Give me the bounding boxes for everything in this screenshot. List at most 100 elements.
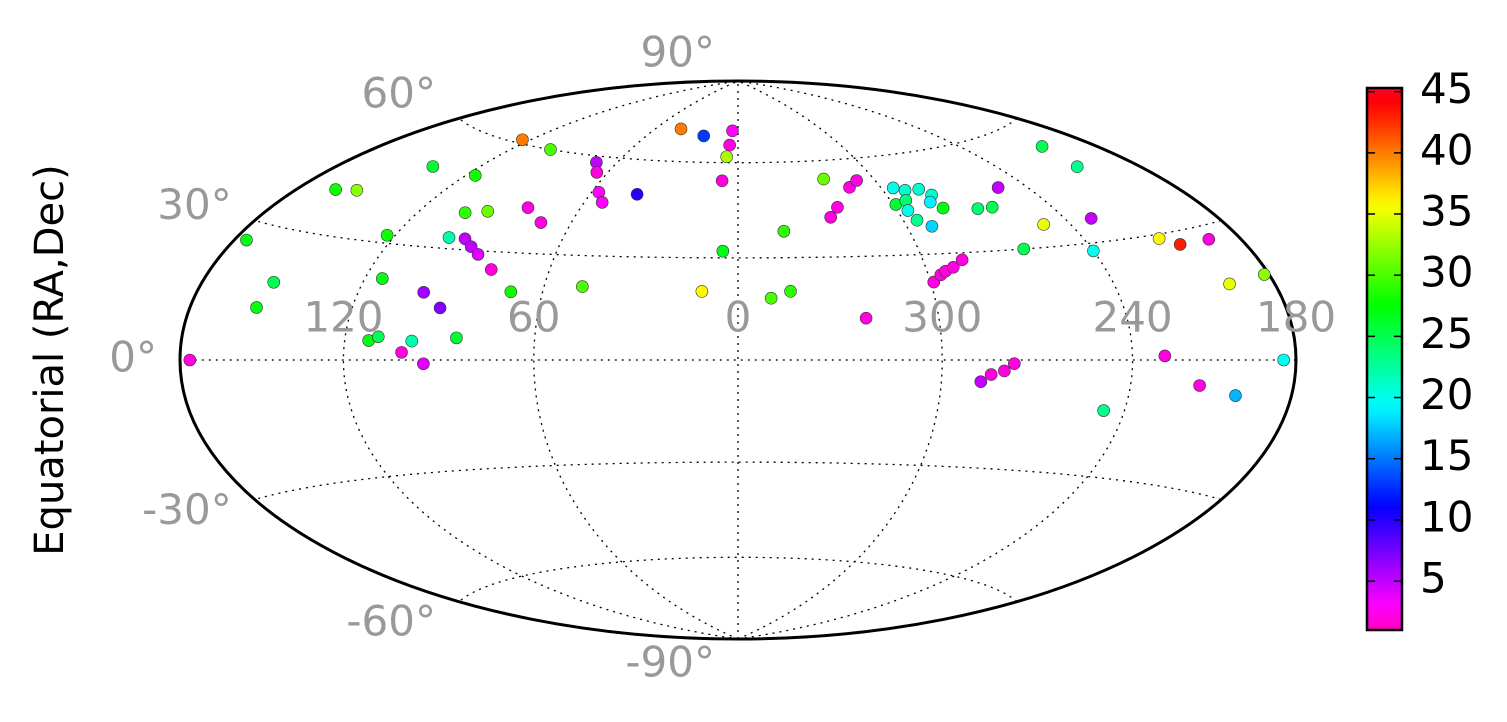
point <box>936 201 950 215</box>
colorbar-tick-label: 15 <box>1420 431 1473 480</box>
grid-line <box>459 556 1018 603</box>
point <box>426 160 440 173</box>
point <box>923 195 937 209</box>
colorbar-tick-label: 5 <box>1420 554 1447 603</box>
y-tick-label: 60° <box>362 68 436 117</box>
colorbar-tick-label: 40 <box>1420 125 1473 174</box>
point <box>998 364 1011 378</box>
grid <box>184 80 1297 640</box>
point <box>910 213 924 227</box>
grid-line <box>342 80 739 640</box>
point <box>817 172 830 186</box>
y-tick-label: 30° <box>157 180 231 229</box>
colorbar-tick-label: 35 <box>1420 187 1473 236</box>
point <box>395 346 408 359</box>
point <box>534 216 548 229</box>
sky-outline <box>178 79 1298 641</box>
point <box>590 166 604 179</box>
point <box>458 206 472 219</box>
point <box>442 231 456 244</box>
point <box>971 202 985 215</box>
point <box>350 183 364 197</box>
point <box>947 260 960 274</box>
point <box>974 375 988 389</box>
point <box>433 301 447 315</box>
x-tick-label: 300 <box>902 293 982 342</box>
point <box>481 204 495 218</box>
point <box>516 133 529 147</box>
x-tick-label: 180 <box>1256 293 1336 342</box>
point <box>984 368 998 381</box>
grid-line <box>258 219 1222 259</box>
point <box>1035 140 1049 153</box>
point <box>784 285 797 298</box>
grid-line <box>737 80 1134 640</box>
point <box>240 233 253 247</box>
point <box>886 181 900 195</box>
point <box>576 280 589 293</box>
colorbar-tick-label: 25 <box>1420 309 1473 358</box>
y-tick-label: -90° <box>625 638 715 687</box>
point <box>371 330 385 344</box>
x-tick-label: 60 <box>507 293 560 342</box>
point <box>726 124 739 138</box>
point <box>991 181 1005 194</box>
point <box>1223 277 1236 291</box>
x-tick-label: 120 <box>303 293 383 342</box>
point <box>468 169 482 182</box>
point <box>1097 404 1110 417</box>
point <box>183 353 197 367</box>
point <box>250 301 263 314</box>
point <box>901 204 915 217</box>
y-axis-label: Equatorial (RA,Dec) <box>27 164 73 555</box>
y-tick-label: -30° <box>142 485 232 534</box>
point <box>716 244 730 258</box>
point <box>1087 244 1100 258</box>
point <box>824 210 837 224</box>
point <box>859 311 873 325</box>
point <box>1202 232 1216 246</box>
point <box>777 224 791 238</box>
point <box>697 129 711 143</box>
x-tick-label: 240 <box>1092 293 1172 342</box>
point <box>521 201 535 214</box>
point <box>912 182 926 196</box>
point <box>1173 238 1187 251</box>
point <box>1229 389 1242 402</box>
point <box>1084 212 1098 225</box>
point <box>471 248 485 261</box>
point <box>1070 160 1084 174</box>
point <box>723 138 736 152</box>
point <box>329 183 342 196</box>
point <box>764 291 778 305</box>
point <box>484 263 498 276</box>
y-tick-label: -60° <box>346 597 436 646</box>
point <box>674 122 688 136</box>
point <box>955 253 969 267</box>
point <box>1152 232 1166 245</box>
colorbar-tick-label: 45 <box>1420 64 1473 113</box>
point <box>720 150 733 164</box>
point <box>544 143 557 156</box>
point <box>1158 349 1172 363</box>
point <box>595 196 609 209</box>
points <box>183 122 1290 417</box>
colorbar-tick-label: 20 <box>1420 370 1473 419</box>
point <box>630 187 644 201</box>
point <box>831 200 844 214</box>
x-tick-label: 0 <box>725 293 752 342</box>
point <box>1193 379 1206 392</box>
point <box>695 285 709 298</box>
colorbar-tick-label: 30 <box>1420 248 1473 297</box>
point <box>417 357 430 371</box>
point <box>1257 268 1271 281</box>
point <box>267 275 281 289</box>
point <box>417 286 431 299</box>
point <box>380 228 394 242</box>
y-tick-label: 0° <box>109 333 157 382</box>
point <box>925 219 939 233</box>
point <box>1277 353 1290 367</box>
grid-line <box>533 80 739 640</box>
point <box>850 174 863 187</box>
